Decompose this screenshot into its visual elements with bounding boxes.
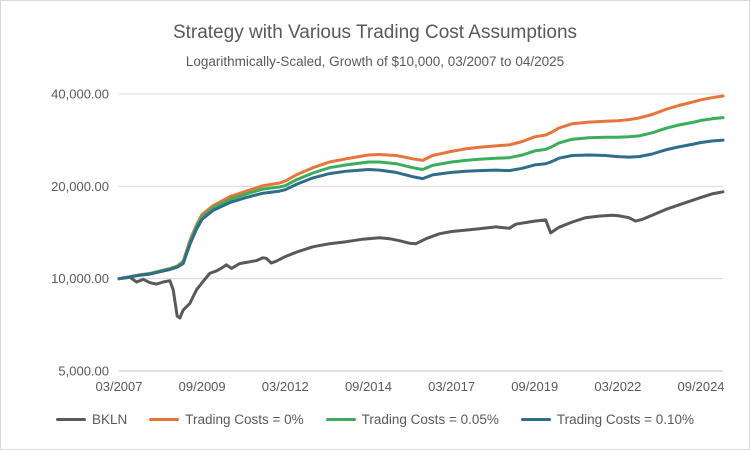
x-tick-label-03-2017: 03/2017 <box>428 379 475 394</box>
chart-title: Strategy with Various Trading Cost Assum… <box>172 22 578 43</box>
series-line-bkln <box>117 190 725 320</box>
legend: BKLN Trading Costs = 0% Trading Costs = … <box>0 412 750 427</box>
y-tick-label-40-000-00: 40,000.00 <box>51 87 109 102</box>
legend-swatch-cost-010 <box>520 418 551 421</box>
x-tick-label-03-2012: 03/2012 <box>262 379 309 394</box>
legend-swatch-cost-005 <box>325 418 356 421</box>
x-tick-label-09-2009: 09/2009 <box>179 379 226 394</box>
legend-item-cost-0[interactable]: Trading Costs = 0% <box>149 412 304 427</box>
series-line-trading-costs-0-10 <box>117 138 725 281</box>
legend-swatch-bkln <box>55 418 86 421</box>
legend-label-cost-005: Trading Costs = 0.05% <box>361 412 499 427</box>
chart-subtitle: Logarithmically-Scaled, Growth of $10,00… <box>185 54 565 69</box>
x-tick-label-03-2007: 03/2007 <box>96 379 143 394</box>
x-tick-label-03-2022: 03/2022 <box>594 379 641 394</box>
x-tick-label-09-2024: 09/2024 <box>678 379 725 394</box>
series-line-trading-costs-0 <box>117 94 725 281</box>
series-line-trading-costs-0-05 <box>117 116 725 281</box>
legend-item-bkln[interactable]: BKLN <box>55 412 128 427</box>
legend-item-cost-010[interactable]: Trading Costs = 0.10% <box>520 412 695 427</box>
y-tick-label-5-000-00: 5,000.00 <box>58 364 109 379</box>
legend-label-cost-010: Trading Costs = 0.10% <box>556 412 695 427</box>
legend-label-bkln: BKLN <box>91 412 128 427</box>
y-tick-label-20-000-00: 20,000.00 <box>51 179 109 194</box>
x-tick-label-09-2019: 09/2019 <box>511 379 558 394</box>
legend-item-cost-005[interactable]: Trading Costs = 0.05% <box>325 412 499 427</box>
x-tick-label-09-2014: 09/2014 <box>345 379 392 394</box>
legend-swatch-cost-0 <box>149 418 180 421</box>
y-tick-label-10-000-00: 10,000.00 <box>51 271 109 286</box>
legend-label-cost-0: Trading Costs = 0% <box>185 412 304 427</box>
